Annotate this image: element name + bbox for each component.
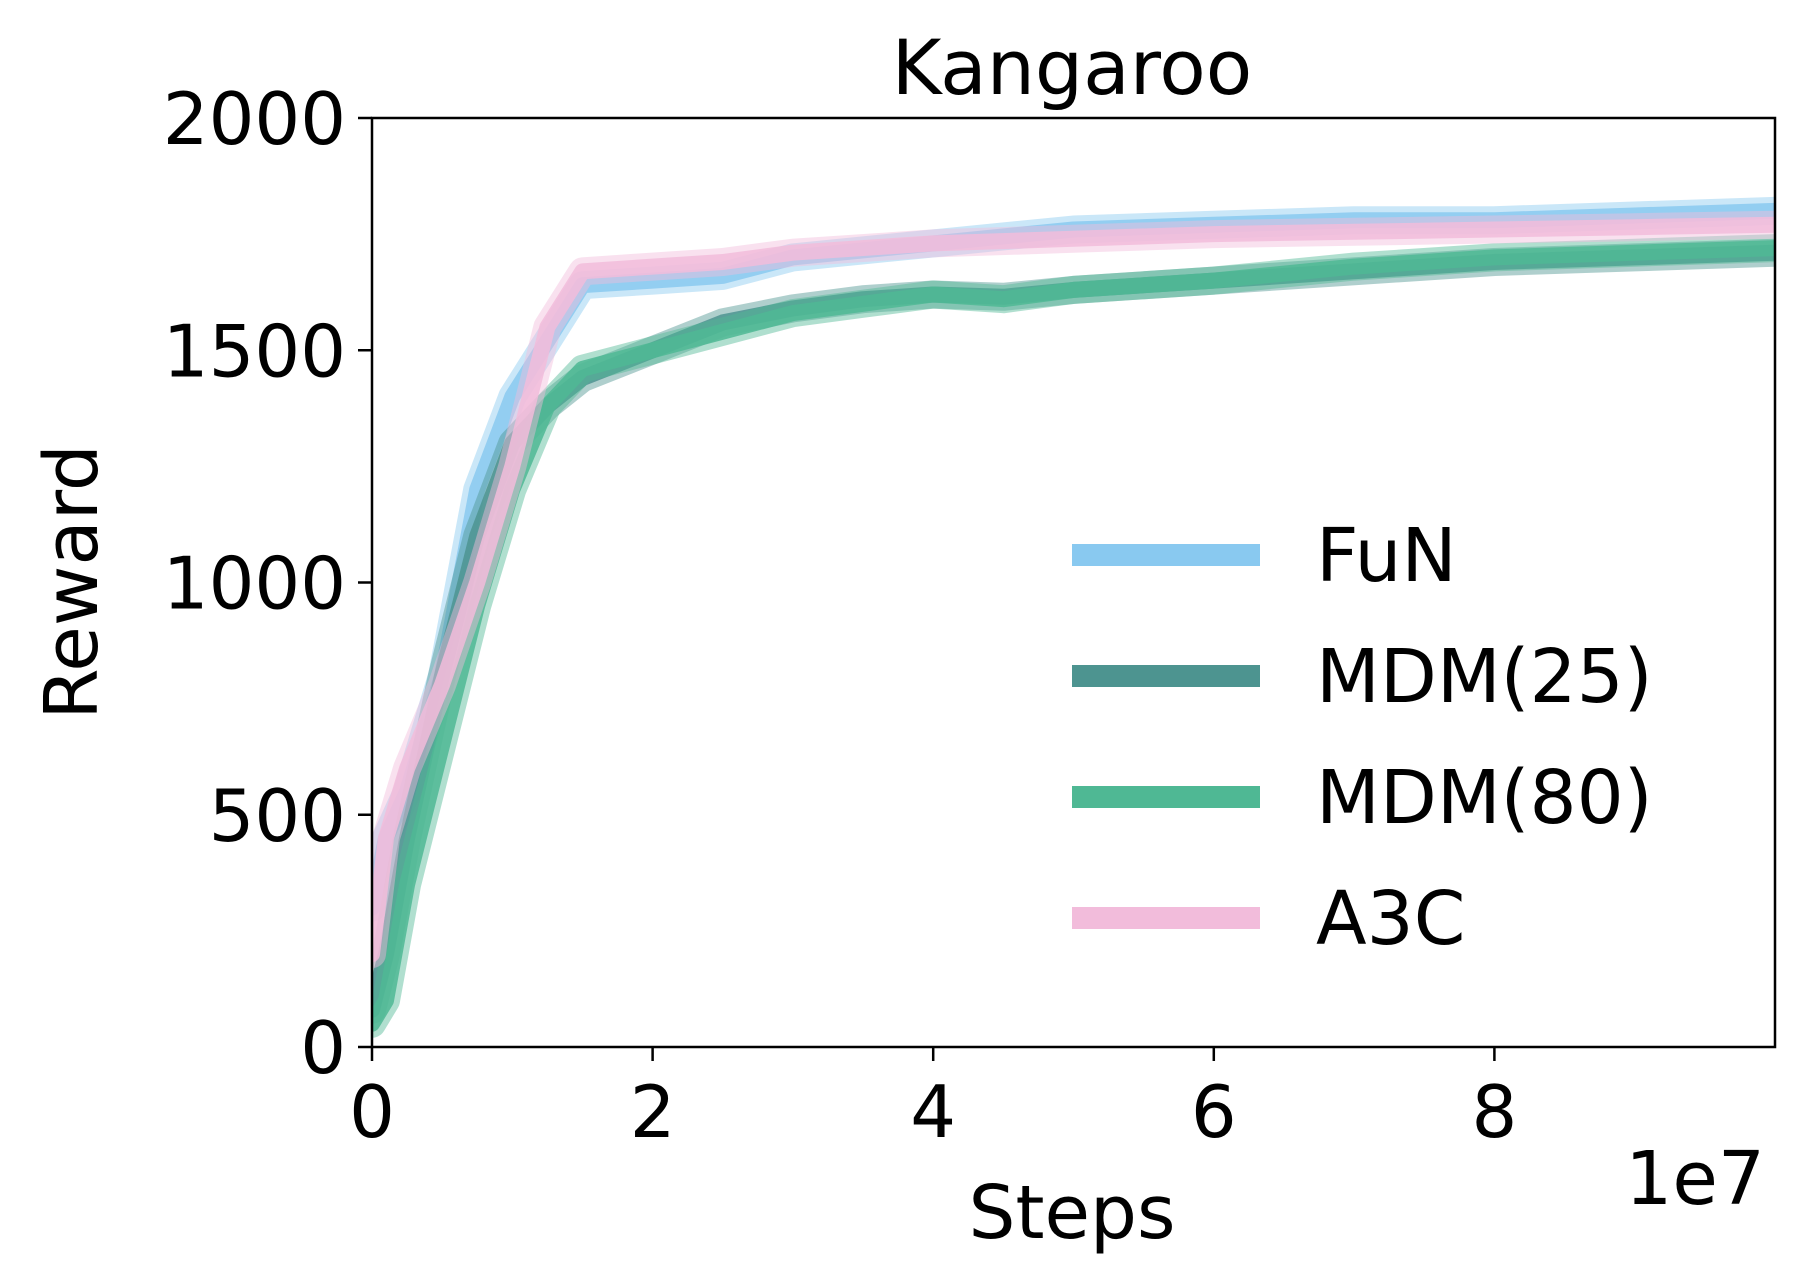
y-tick-label: 2000	[163, 77, 346, 161]
legend: FuN MDM(25) MDM(80) A3C	[1072, 513, 1653, 962]
legend-label: A3C	[1316, 876, 1465, 962]
legend-label: MDM(25)	[1316, 634, 1653, 720]
y-axis-label: Reward	[29, 444, 115, 720]
y-tick-label: 500	[209, 774, 346, 858]
y-axis-ticks: 0 500 1000 1500 2000	[163, 77, 372, 1090]
x-tick-label: 4	[910, 1070, 956, 1154]
x-axis-offset-label: 1e7	[1625, 1136, 1765, 1222]
x-axis-label: Steps	[968, 1170, 1175, 1256]
x-tick-label: 0	[349, 1070, 395, 1154]
x-tick-label: 2	[630, 1070, 676, 1154]
legend-label: MDM(80)	[1316, 755, 1653, 841]
x-tick-label: 6	[1191, 1070, 1237, 1154]
plot-lines	[372, 196, 1775, 1038]
y-tick-label: 1000	[163, 542, 346, 626]
y-tick-label: 0	[300, 1006, 346, 1090]
series-line	[372, 216, 1775, 963]
series-line	[372, 240, 1775, 1032]
x-axis-ticks: 0 2 4 6 8	[349, 1047, 1517, 1154]
chart-title: Kangaroo	[892, 23, 1253, 112]
legend-label: FuN	[1316, 513, 1457, 599]
y-tick-label: 1500	[163, 309, 346, 393]
x-tick-label: 8	[1471, 1070, 1517, 1154]
